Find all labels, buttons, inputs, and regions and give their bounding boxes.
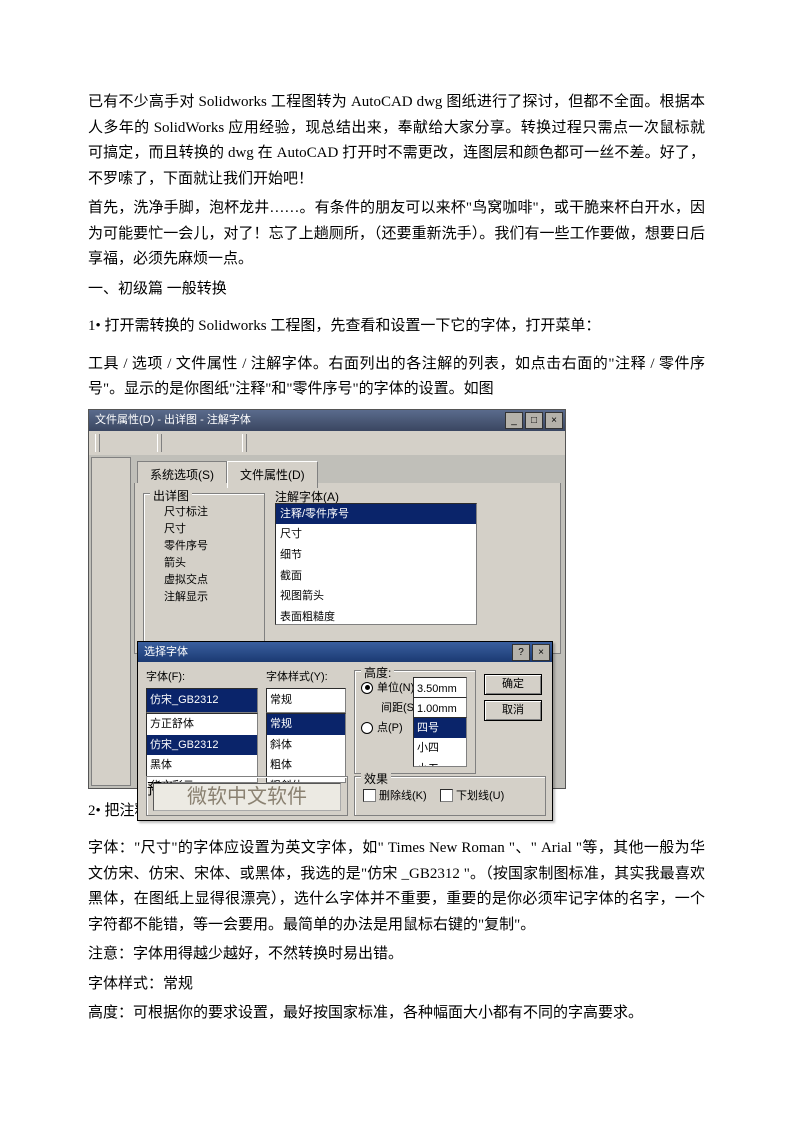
underline-checkbox[interactable]: 下划线(U) (440, 787, 504, 806)
list-item[interactable]: 截面 (276, 566, 476, 587)
tree-item[interactable]: 零件序号 (164, 538, 258, 555)
toolbar-grip (157, 434, 162, 452)
section-heading: 一、初级篇 一般转换 (88, 277, 705, 303)
font-input[interactable]: 仿宋_GB2312 (146, 688, 258, 713)
font-label: 字体(F): (146, 668, 258, 687)
app-body: 系统选项(S) 文件属性(D) 出详图 尺寸标注 尺寸 零件序号 箭头 虚拟交点… (89, 455, 565, 788)
list-item[interactable]: 小四 (414, 738, 466, 759)
modal-titlebar: 选择字体 ? × (138, 642, 552, 662)
style-label: 字体样式(Y): (266, 668, 346, 687)
list-item[interactable]: 方正舒体 (147, 714, 257, 735)
ok-button[interactable]: 确定 (484, 674, 542, 695)
paragraph-1: 已有不少高手对 Solidworks 工程图转为 AutoCAD dwg 图纸进… (88, 90, 705, 192)
modal-close-button[interactable]: × (532, 644, 550, 661)
tree-title: 出详图 (150, 486, 192, 506)
list-item[interactable]: 小五 (414, 759, 466, 767)
embedded-screenshot: 文件属性(D) - 出详图 - 注解字体 _ □ × 系统选项(S) 文件属性(… (88, 409, 566, 789)
minimize-button[interactable]: _ (505, 412, 523, 429)
toolbar-icon[interactable] (279, 434, 297, 452)
radio-unit[interactable]: 单位(N) (361, 679, 414, 698)
font-list[interactable]: 方正舒体 仿宋_GB2312 黑体 华文彩云 华文仿宋 (146, 713, 258, 783)
style-input[interactable]: 常规 (266, 688, 346, 713)
app-titlebar: 文件属性(D) - 出详图 - 注解字体 _ □ × (89, 410, 565, 431)
list-item[interactable]: 黑体 (147, 755, 257, 776)
paragraph-3: 工具 / 选项 / 文件属性 / 注解字体。右面列出的各注解的列表，如点击右面的… (88, 352, 705, 403)
app-title: 文件属性(D) - 出详图 - 注解字体 (95, 410, 251, 431)
preview-group: 预览 微软中文软件 (146, 776, 348, 816)
toolbar-icon[interactable] (217, 434, 235, 452)
toolbar-grip (242, 434, 247, 452)
preview-box: 微软中文软件 (153, 783, 341, 811)
list-item[interactable]: 尺寸 (276, 524, 476, 545)
tree-item[interactable]: 虚拟交点 (164, 572, 258, 589)
options-panel: 出详图 尺寸标注 尺寸 零件序号 箭头 虚拟交点 注解显示 网格 注解字体(A)… (134, 483, 561, 654)
toolbar-icon[interactable] (193, 434, 211, 452)
point-list[interactable]: 四号 小四 小五 六号 (413, 717, 467, 767)
paragraph-4: 字体："尺寸"的字体应设置为英文字体，如" Times New Roman "、… (88, 836, 705, 938)
toolbar-icon[interactable] (107, 434, 125, 452)
paragraph-2: 首先，洗净手脚，泡杯龙井……。有条件的朋友可以来杯"鸟窝咖啡"，或干脆来杯白开水… (88, 196, 705, 273)
document-page: 已有不少高手对 Solidworks 工程图转为 AutoCAD dwg 图纸进… (0, 0, 793, 1122)
note-line: 注意：字体用得越少越好，不然转换时易出错。 (88, 942, 705, 968)
list-item[interactable]: 粗体 (267, 755, 345, 776)
list-item[interactable]: 细节 (276, 545, 476, 566)
effect-group: 效果 删除线(K) 下划线(U) (354, 776, 546, 816)
tree-list[interactable]: 尺寸标注 尺寸 零件序号 箭头 虚拟交点 注解显示 (154, 504, 258, 606)
toolbar-grip (95, 434, 100, 452)
list-item[interactable]: 斜体 (267, 735, 345, 756)
left-panel (91, 457, 131, 786)
annotation-list[interactable]: 注释/零件序号 尺寸 细节 截面 视图箭头 表面粗糙度 焊接符号 (275, 503, 477, 625)
close-button[interactable]: × (545, 412, 563, 429)
style-list[interactable]: 常规 斜体 粗体 粗斜体 (266, 713, 346, 783)
modal-title: 选择字体 (144, 642, 188, 662)
app-toolbar (89, 431, 565, 456)
height-group: 高度: 单位(N) 3.50mm 间距(S) 1.00mm 点(P) 四号 小四… (354, 670, 476, 774)
font-dialog: 选择字体 ? × 字体(F): 仿宋_GB2312 方正舒体 仿宋_GB2312… (137, 641, 553, 821)
height-line: 高度：可根据你的要求设置，最好按国家标准，各种幅面大小都有不同的字高要求。 (88, 1001, 705, 1027)
modal-help-button[interactable]: ? (512, 644, 530, 661)
toolbar-icon[interactable] (254, 434, 272, 452)
list-item[interactable]: 常规 (267, 714, 345, 735)
list-item[interactable]: 四号 (414, 718, 466, 739)
radio-point[interactable]: 点(P) (361, 719, 403, 738)
step-1: 1• 打开需转换的 Solidworks 工程图，先查看和设置一下它的字体，打开… (88, 314, 705, 340)
cancel-button[interactable]: 取消 (484, 700, 542, 721)
tree-item[interactable]: 尺寸标注 (164, 504, 258, 521)
tree-item[interactable]: 注解显示 (164, 589, 258, 606)
strike-checkbox[interactable]: 删除线(K) (363, 787, 427, 806)
list-item[interactable]: 仿宋_GB2312 (147, 735, 257, 756)
style-line: 字体样式：常规 (88, 972, 705, 998)
tree-groupbox: 出详图 尺寸标注 尺寸 零件序号 箭头 虚拟交点 注解显示 (143, 493, 265, 645)
list-item[interactable]: 注释/零件序号 (276, 504, 476, 525)
list-item[interactable]: 视图箭头 (276, 586, 476, 607)
maximize-button[interactable]: □ (525, 412, 543, 429)
list-item[interactable]: 表面粗糙度 (276, 607, 476, 625)
tree-item[interactable]: 尺寸 (164, 521, 258, 538)
toolbar-icon[interactable] (131, 434, 149, 452)
toolbar-icon[interactable] (169, 434, 187, 452)
tab-file-properties[interactable]: 文件属性(D) (227, 461, 318, 488)
tree-item[interactable]: 箭头 (164, 555, 258, 572)
